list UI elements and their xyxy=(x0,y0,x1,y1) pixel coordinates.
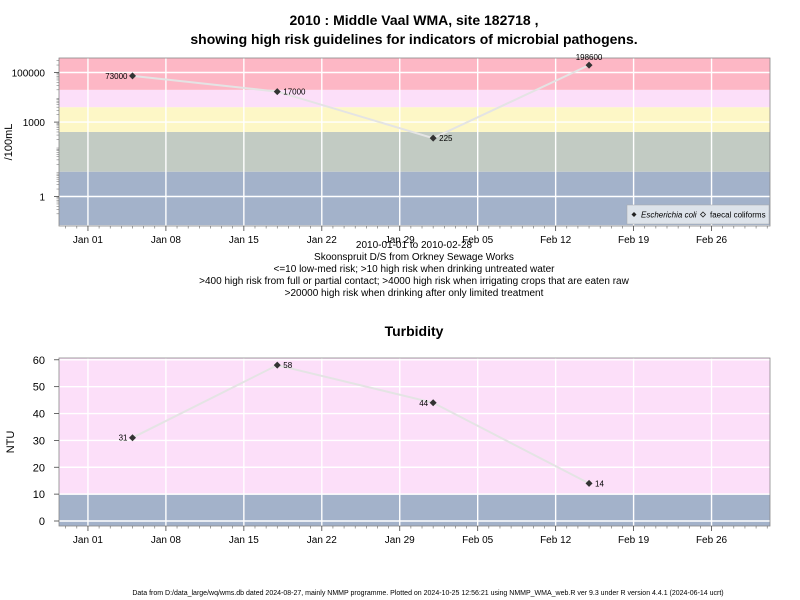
caption-line: >400 high risk from full or partial cont… xyxy=(199,276,629,287)
y-tick-label: 0 xyxy=(39,516,45,528)
caption: 2010-01-01 to 2010-02-28 Skoonspruit D/S… xyxy=(199,240,629,299)
x-tick-label: Feb 26 xyxy=(696,535,728,546)
y-tick-label: 40 xyxy=(33,409,45,421)
data-label: 58 xyxy=(283,361,292,370)
data-label: 198600 xyxy=(576,53,603,62)
data-label: 14 xyxy=(595,479,604,488)
turbidity-chart-title: Turbidity xyxy=(385,323,444,339)
risk-bands xyxy=(59,58,770,226)
x-tick-label: Feb 05 xyxy=(462,535,494,546)
x-axis: Jan 01 Jan 08 Jan 15 Jan 22 Jan 29 Feb 05 Feb … xyxy=(65,526,768,546)
risk-band xyxy=(59,358,770,495)
x-tick-label: Jan 08 xyxy=(151,235,181,246)
x-tick-label: Jan 15 xyxy=(229,235,259,246)
risk-band xyxy=(59,58,770,90)
data-point xyxy=(273,361,281,369)
x-tick-label: Jan 29 xyxy=(385,235,415,246)
legend-faecal-label: faecal coliforms xyxy=(710,211,766,220)
risk-band xyxy=(59,89,770,108)
risk-band xyxy=(59,107,770,132)
x-tick-label: Jan 29 xyxy=(385,535,415,546)
legend-ecoli-label: Escherichia coli xyxy=(641,211,697,220)
x-tick-label: Jan 01 xyxy=(73,535,103,546)
x-tick-label: Jan 22 xyxy=(307,535,337,546)
x-tick-label: Feb 05 xyxy=(462,235,494,246)
x-tick-label: Feb 19 xyxy=(618,535,650,546)
x-tick-label: Feb 12 xyxy=(540,235,572,246)
microbial-chart-title: 2010 : Middle Vaal WMA, site 182718 , xyxy=(290,12,539,28)
data-point xyxy=(585,61,593,69)
y-tick-label: 60 xyxy=(33,355,45,367)
x-tick-label: Feb 12 xyxy=(540,535,572,546)
data-label: 225 xyxy=(439,134,453,143)
data-label: 44 xyxy=(419,399,428,408)
microbial-chart: 2010 : Middle Vaal WMA, site 182718 , sh… xyxy=(3,12,771,299)
y-tick-label: 1000 xyxy=(23,118,46,129)
caption-line: <=10 low-med risk; >10 high risk when dr… xyxy=(274,264,556,275)
footer-note: Data from D:/data_large/wq/wms.db dated … xyxy=(132,590,723,597)
legend-box xyxy=(626,204,770,225)
y-tick-label: 1 xyxy=(39,193,45,204)
series-line xyxy=(132,64,590,140)
x-tick-label: Jan 15 xyxy=(229,535,259,546)
microbial-chart-subtitle: showing high risk guidelines for indicat… xyxy=(190,31,637,47)
data-point xyxy=(429,399,437,407)
data-point xyxy=(273,88,281,96)
turbidity-series: 31 58 44 14 xyxy=(119,361,605,488)
data-label: 31 xyxy=(119,434,128,443)
x-tick-label: Jan 22 xyxy=(307,235,337,246)
open-diamond-icon xyxy=(699,211,707,218)
data-label: 17000 xyxy=(283,88,306,97)
caption-line: 2010-01-01 to 2010-02-28 xyxy=(356,240,473,251)
data-point xyxy=(128,72,136,80)
y-tick-label: 100000 xyxy=(12,69,46,80)
legend: Escherichia coli faecal coliforms xyxy=(626,204,770,225)
risk-band xyxy=(59,131,770,172)
ecoli-series: 73000 17000 225 198600 xyxy=(105,53,603,143)
filled-diamond-icon xyxy=(631,212,637,217)
grid xyxy=(59,358,770,526)
x-tick-label: Feb 26 xyxy=(696,235,728,246)
y-tick-label: 50 xyxy=(33,382,45,394)
y-tick-label: 10 xyxy=(33,489,45,501)
data-point xyxy=(585,479,593,487)
y-axis-label: NTU xyxy=(5,431,17,454)
x-tick-label: Jan 01 xyxy=(73,235,103,246)
y-axis: 1 1000 100000 xyxy=(12,60,59,215)
data-point xyxy=(429,134,437,142)
series-line xyxy=(132,364,590,485)
plot-frame xyxy=(58,57,771,227)
x-tick-label: Feb 19 xyxy=(618,235,650,246)
grid xyxy=(59,58,770,226)
x-axis: Jan 01 Jan 08 Jan 15 Jan 22 Jan 29 Feb 05 Feb … xyxy=(65,226,768,246)
y-tick-label: 30 xyxy=(33,435,45,447)
y-axis: 0 10 20 30 40 50 60 xyxy=(33,355,59,528)
data-label: 73000 xyxy=(105,72,128,81)
y-axis-label: /100mL xyxy=(3,124,15,161)
x-tick-label: Jan 08 xyxy=(151,535,181,546)
plot-frame xyxy=(58,357,771,527)
data-point xyxy=(128,434,136,442)
y-tick-label: 20 xyxy=(33,462,45,474)
caption-line: >20000 high risk when drinking after onl… xyxy=(285,288,544,299)
turbidity-chart: Turbidity Jan 01 Jan 08 Jan 15 Jan 22 Jan 29… xyxy=(5,323,771,546)
caption-line: Skoonspruit D/S from Orkney Sewage Works xyxy=(314,252,514,263)
